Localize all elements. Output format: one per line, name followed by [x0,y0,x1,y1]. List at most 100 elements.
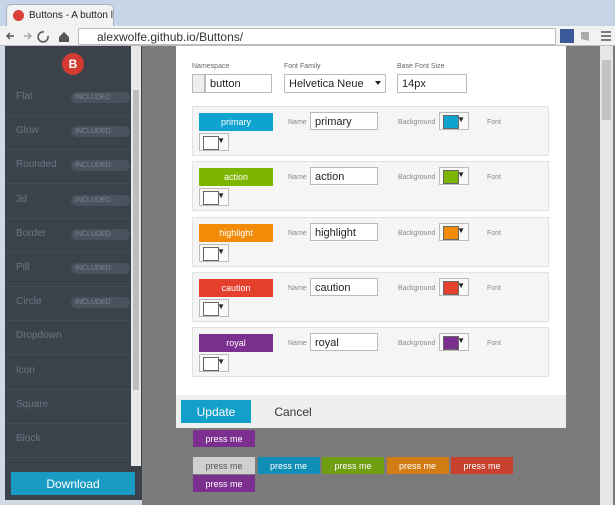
address-bar[interactable]: alexwolfe.github.io/Buttons/ [78,28,556,45]
background-color-picker[interactable]: ▼ [439,112,469,130]
picker-arrow: ▼ [457,336,465,346]
press-me-button[interactable]: press me [451,457,513,474]
picker-arrow: ▼ [217,357,225,367]
included-badge: INCLUDED [71,297,130,309]
font-label: Font [487,229,502,237]
included-badge: INCLUDED [71,228,130,240]
picker-arrow: ▼ [217,301,225,311]
tab[interactable]: Buttons - A button librar [6,4,114,26]
field-label: Font Family [284,63,321,70]
update-button[interactable]: Update [181,400,251,423]
font-color-picker[interactable]: ▼ [199,298,229,317]
picker-arrow: ▼ [457,280,465,290]
press-me-button[interactable]: press me [193,475,255,492]
included-badge: INCLUDED [71,160,130,172]
swatch-color [203,246,219,261]
name-label: Name [288,229,307,237]
nav-item[interactable]: Circle [16,296,42,308]
preview-button[interactable]: royal [199,334,273,353]
button-row [192,161,549,212]
nav-item[interactable]: Flat [16,91,33,102]
included-badge: INCLUDED [71,92,130,103]
font-color-picker[interactable]: ▼ [199,354,229,373]
included-badge: INCLUDED [71,194,130,206]
toolbar: alexwolfe.github.io/Buttons/ [0,26,615,46]
nav-item[interactable]: Square [16,398,49,410]
field-input[interactable]: 14px [397,74,467,93]
swatch-color [443,170,459,185]
favicon [13,10,24,21]
tab-bar: Buttons - A button librar [0,0,615,26]
font-family-select[interactable]: Helvetica Neue [284,74,386,93]
name-input[interactable]: primary [310,112,378,130]
sidebar-scroll-thumb[interactable] [133,90,139,390]
field-label: Namespace [192,63,230,70]
preview-button[interactable]: highlight [199,223,273,242]
extension-icons[interactable] [560,29,612,44]
press-me-button[interactable]: press me [386,457,449,474]
background-color-picker[interactable]: ▼ [439,222,469,241]
nav-divider [5,149,131,151]
font-label: Font [487,340,502,348]
picker-arrow: ▼ [457,225,465,235]
preview-button[interactable]: caution [199,278,273,297]
swatch-color [443,336,459,351]
field-input[interactable]: button [205,74,272,93]
nav-item[interactable]: Rounded [16,159,57,171]
logo[interactable]: B [62,53,84,75]
nav-item[interactable]: Glow [16,125,39,137]
nav-divider [5,422,131,424]
nav-item[interactable]: Block [16,433,41,444]
background-label: Background [398,229,436,237]
name-input[interactable]: royal [310,333,378,352]
name-label: Name [288,340,307,348]
font-color-picker[interactable]: ▼ [199,188,229,207]
included-badge: INCLUDED [71,263,130,274]
font-color-picker[interactable]: ▼ [199,243,229,262]
font-color-picker[interactable]: ▼ [199,133,229,151]
nav-item[interactable]: Pill [16,262,30,273]
swatch-color [203,191,219,206]
background-color-picker[interactable]: ▼ [439,277,469,296]
background-color-picker[interactable]: ▼ [439,167,469,186]
name-label: Name [288,119,307,126]
background-color-picker[interactable]: ▼ [439,333,469,352]
font-label: Font [487,284,502,292]
nav-divider [5,183,131,185]
nav-item[interactable]: Icon [16,364,35,376]
download-button[interactable]: Download [11,472,135,495]
cancel-button[interactable]: Cancel [274,405,312,419]
swatch-color [203,136,219,150]
background-label: Background [398,340,436,348]
nav-item[interactable]: 3d [16,193,28,205]
preview-button[interactable]: action [199,168,273,187]
swatch-color [203,301,219,316]
press-me-button[interactable]: press me [193,430,255,447]
picker-arrow: ▼ [217,191,225,201]
background-label: Background [398,284,436,292]
press-me-button[interactable]: press me [322,457,384,474]
swatch-color [203,357,219,372]
name-label: Name [288,174,307,182]
name-input[interactable]: caution [310,277,378,296]
picker-arrow: ▼ [457,170,465,180]
page-scrollbar [600,46,613,505]
background-label: Background [398,174,436,182]
included-badge: INCLUDED [71,126,130,138]
select-arrow [375,81,381,85]
name-input[interactable]: action [310,167,378,186]
press-me-button[interactable]: press me [257,457,320,474]
nav-buttons[interactable] [6,30,74,43]
namespace-prefix [192,74,205,93]
nav-divider [5,115,131,116]
picker-arrow: ▼ [217,246,225,256]
nav-item[interactable]: Dropdown [16,330,62,342]
nav-divider [5,320,131,322]
nav-item[interactable]: Border [16,227,47,239]
preview-button[interactable]: primary [199,113,273,131]
picker-arrow: ▼ [457,115,465,124]
name-input[interactable]: highlight [310,222,378,241]
page-scroll-thumb[interactable] [602,60,611,120]
press-me-button[interactable]: press me [193,457,255,474]
